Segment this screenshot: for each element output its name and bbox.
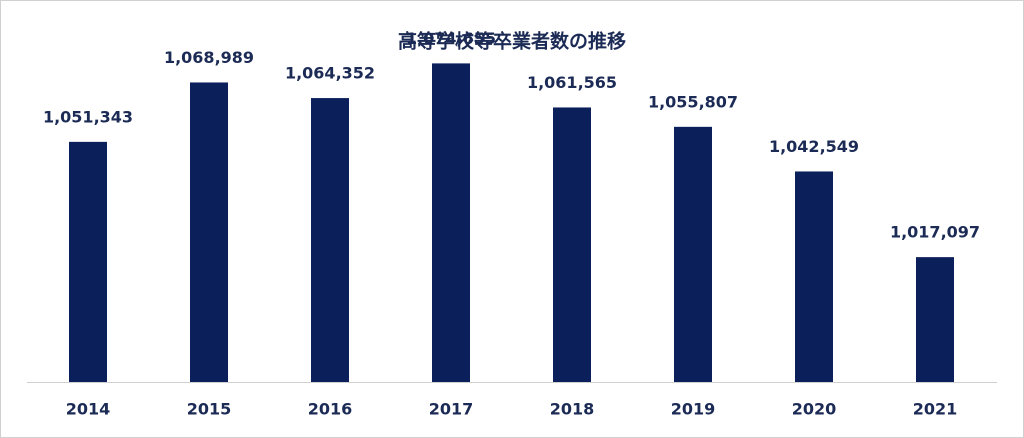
x-tick-label: 2018	[550, 400, 595, 419]
bar	[795, 171, 833, 382]
x-tick-label: 2020	[792, 400, 837, 419]
value-label: 1,068,989	[164, 48, 254, 67]
bar	[311, 98, 349, 382]
value-label: 1,042,549	[769, 137, 859, 156]
bar	[674, 126, 712, 382]
value-label: 1,074,655	[406, 29, 496, 48]
bar	[69, 141, 107, 382]
x-tick-label: 2015	[187, 400, 232, 419]
value-label: 1,064,352	[285, 64, 375, 83]
x-tick-label: 2019	[671, 400, 716, 419]
bar	[432, 63, 470, 383]
x-tick-label: 2017	[429, 400, 474, 419]
bar	[553, 107, 591, 382]
value-label: 1,055,807	[648, 92, 738, 111]
chart-title: 高等学校等卒業者数の推移	[398, 30, 626, 53]
x-tick-label: 2021	[913, 400, 958, 419]
bar	[916, 257, 954, 382]
x-tick-label: 2016	[308, 400, 353, 419]
value-label: 1,017,097	[890, 223, 980, 242]
x-tick-label: 2014	[66, 400, 111, 419]
value-label: 1,051,343	[43, 107, 133, 126]
value-label: 1,061,565	[527, 73, 617, 92]
bar	[190, 82, 228, 383]
